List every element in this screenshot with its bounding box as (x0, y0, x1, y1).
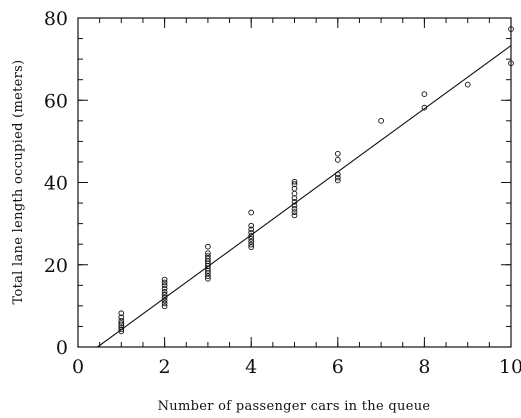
data-point (334, 174, 341, 181)
data-point (161, 300, 168, 307)
data-point (291, 181, 298, 187)
data-point (248, 244, 255, 250)
data-point (161, 285, 168, 292)
data-point (161, 291, 168, 298)
x-tick-label: 0 (72, 356, 84, 378)
data-point (205, 250, 211, 257)
x-axis-label: Number of passenger cars in the queue (158, 399, 431, 414)
data-point (334, 177, 341, 184)
data-point (248, 229, 255, 236)
x-tick-label: 6 (332, 356, 344, 378)
y-tick-label: 80 (44, 8, 68, 30)
x-tick-label: 4 (245, 356, 257, 378)
x-tick-label: 2 (159, 356, 171, 378)
data-point (508, 26, 514, 32)
data-point (248, 233, 255, 239)
data-point (161, 282, 168, 289)
data-point (118, 324, 125, 331)
x-tick-labels: 0 2 4 6 8 10 (72, 356, 521, 378)
data-point (118, 317, 125, 324)
data-point (118, 326, 125, 333)
data-point (205, 255, 211, 262)
data-point (334, 171, 341, 178)
data-point (161, 297, 168, 304)
data-point (421, 104, 428, 111)
y-axis-label: Total lane length occupied (meters) (11, 60, 26, 305)
data-point (205, 275, 211, 282)
data-point (248, 226, 255, 233)
data-point (248, 235, 255, 242)
y-tick-label: 0 (56, 337, 68, 359)
data-point (161, 294, 168, 301)
data-point (161, 303, 168, 310)
y-tick-label: 60 (44, 90, 68, 112)
data-point (118, 320, 125, 326)
data-point (421, 91, 428, 97)
regression-line (97, 45, 512, 348)
data-point (334, 150, 341, 157)
data-point (248, 222, 255, 229)
data-point (118, 314, 125, 321)
data-point (291, 198, 298, 205)
data-point (205, 273, 211, 280)
data-point (334, 157, 341, 163)
plot-frame (77, 17, 512, 348)
data-point (205, 243, 211, 250)
data-point (378, 117, 384, 124)
data-point (291, 178, 298, 185)
data-point (291, 209, 298, 215)
data-point (248, 238, 255, 245)
y-tick-label: 20 (44, 255, 68, 277)
data-point (248, 209, 255, 216)
data-point (118, 310, 125, 317)
y-tick-labels: 0 20 40 60 80 (44, 8, 68, 359)
data-point (291, 205, 298, 212)
x-tick-label: 10 (499, 356, 521, 378)
data-point (118, 328, 125, 335)
minor-ticks (77, 17, 512, 348)
data-point (161, 276, 168, 283)
data-points (118, 26, 514, 335)
data-point (161, 279, 168, 286)
data-point (248, 241, 255, 248)
major-ticks (77, 17, 512, 348)
data-point (508, 60, 514, 67)
y-tick-label: 40 (44, 173, 68, 195)
data-point (205, 253, 211, 259)
data-point (161, 289, 168, 295)
data-point (464, 81, 471, 88)
data-point (291, 212, 298, 219)
data-point (291, 202, 298, 209)
x-tick-label: 8 (418, 356, 430, 378)
